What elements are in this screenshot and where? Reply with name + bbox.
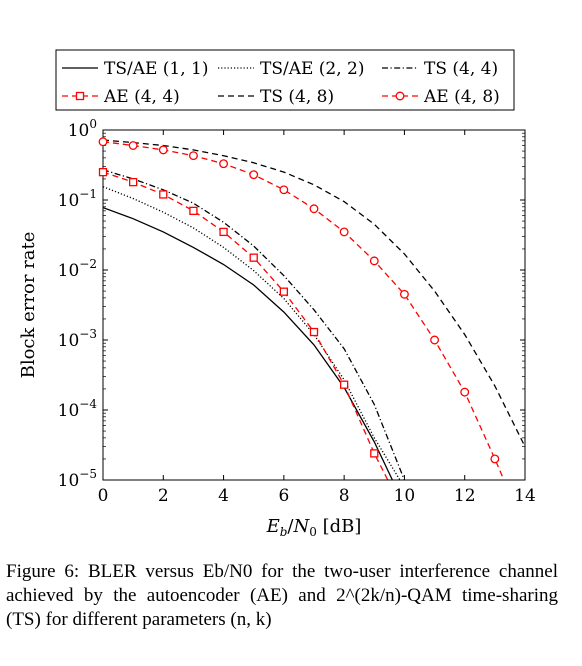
x-tick-label: 14 [514, 486, 536, 506]
data-point [128, 141, 138, 150]
x-tick-label: 12 [454, 486, 476, 506]
data-point [128, 177, 138, 187]
x-tick-label: 2 [158, 486, 169, 506]
legend-label: TS/AE (1, 1) [104, 59, 209, 79]
legend-box [55, 49, 515, 111]
legend-label: TS (4, 4) [424, 59, 498, 79]
data-point [159, 190, 168, 199]
y-tick-label: 10−5 [58, 467, 97, 491]
data-point [219, 159, 229, 169]
y-axis-label: Block error rate [18, 232, 39, 379]
data-point [98, 137, 108, 147]
legend: TS/AE (1, 1) TS/AE (2, 2) TS (4, 4) AE (4, … [62, 59, 500, 107]
legend-marker [395, 91, 405, 101]
y-tick-label: 10−2 [58, 257, 97, 281]
data-point [339, 380, 349, 389]
y-tick-label: 10−3 [58, 327, 97, 351]
data-point [430, 335, 440, 345]
y-tick-label: 100 [68, 117, 97, 141]
x-tick-label: 4 [218, 486, 229, 506]
plot-frame [102, 129, 526, 481]
data-point [279, 185, 289, 195]
series-line-2 [103, 169, 406, 480]
data-point [98, 167, 108, 177]
legend-marker [75, 91, 85, 101]
legend-label: AE (4, 8) [423, 87, 500, 107]
data-point [188, 151, 198, 161]
series-line-4 [103, 139, 525, 447]
bler-chart: TS/AE (1, 1) TS/AE (2, 2) TS (4, 4) AE (4, … [18, 49, 536, 539]
data-point [219, 227, 228, 237]
data-point [399, 289, 409, 299]
data-point [249, 253, 258, 262]
data-point [158, 145, 168, 155]
data-point [339, 227, 349, 237]
data-point [370, 449, 379, 458]
legend-label: TS (4, 8) [260, 87, 334, 107]
marker-layer [98, 137, 500, 464]
data-point [189, 206, 198, 215]
series-line-0 [103, 206, 393, 480]
series-line-1 [103, 186, 401, 480]
x-tick-label: 8 [339, 486, 350, 506]
data-point [279, 287, 289, 296]
series-line-3 [103, 171, 389, 480]
data-point [249, 170, 259, 180]
data-point [369, 256, 379, 266]
x-tick-label: 10 [394, 486, 416, 506]
data-point [309, 204, 319, 214]
figure-caption: Figure 6: BLER versus Eb/N0 for the two-… [6, 561, 558, 630]
legend-label: AE (4, 4) [103, 87, 180, 107]
x-axis-label: Eb/N0 [dB] [266, 516, 362, 539]
data-point [309, 327, 319, 337]
y-tick-label: 10−4 [58, 397, 98, 421]
data-point [460, 387, 470, 397]
x-tick-label: 0 [98, 486, 109, 506]
y-tick-label: 10−1 [58, 187, 97, 211]
x-tick-label: 6 [278, 486, 289, 506]
legend-label: TS/AE (2, 2) [260, 59, 365, 79]
data-point [490, 454, 500, 464]
axis-ticks: 0 2 4 6 8 10 12 14 100 10−1 10−2 10−3 10−4 10−5 [58, 117, 536, 506]
